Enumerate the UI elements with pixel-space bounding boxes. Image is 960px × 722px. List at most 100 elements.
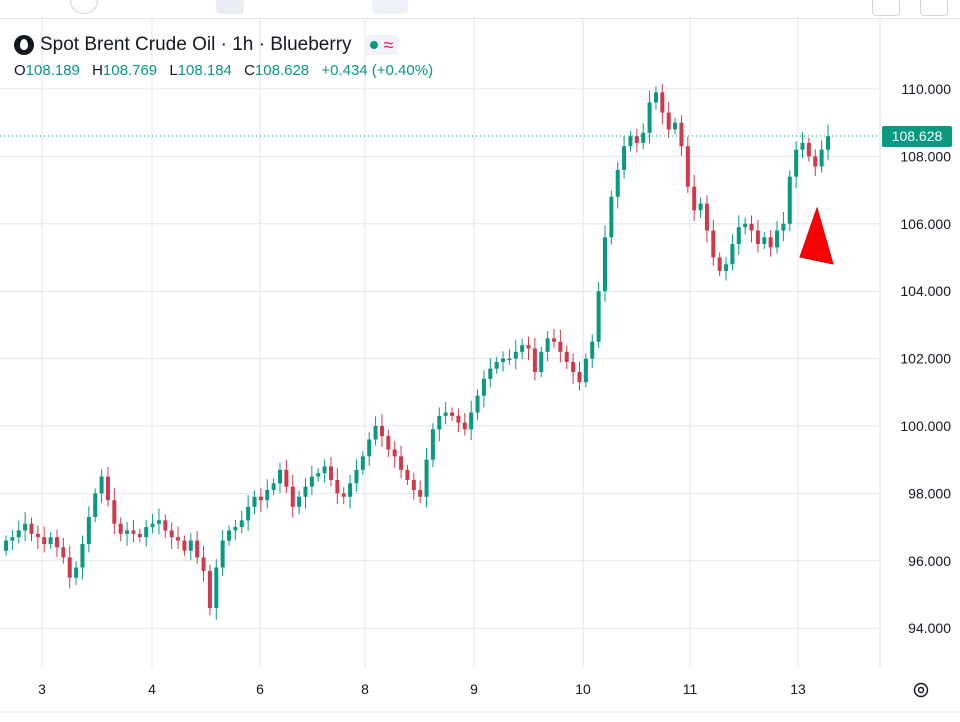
price-tick-label: 94.000 [908,620,951,636]
candle-body [188,540,193,551]
candle-body [239,520,244,528]
price-axis: 110.000 108.000 106.000 104.000 102.000 100.0… [900,81,951,636]
candle-body [373,426,378,440]
candle-body [424,459,429,497]
candle-body [641,132,646,143]
candle-body [450,412,455,416]
low-label: L [169,62,178,79]
candle-body [430,429,435,460]
candle-body [653,92,658,103]
candle-body [552,338,556,342]
time-tick-label: 6 [256,681,264,697]
market-status-dot [369,41,378,49]
candle-body [156,520,161,524]
candle-body [201,557,206,571]
close-value: 108.628 [254,62,310,79]
candle-body [679,122,684,147]
high-label: H [92,62,103,79]
candle-body [628,136,633,147]
candle-body [800,142,805,150]
candle-body [711,230,716,258]
candle-body [246,506,251,521]
top-toolbar [0,0,960,19]
candle-body [348,483,353,497]
candle-body [666,112,671,130]
toolbar-button-2[interactable] [216,0,244,14]
candle-body [360,456,365,470]
change-value: +0.434 (+0.40%) [321,62,434,79]
red-triangle-marker [799,206,834,265]
candle-body [583,358,588,383]
candle-body [456,415,461,423]
candle-body [144,527,149,538]
candle-body [16,530,21,538]
price-tick-label: 108.000 [900,148,951,164]
open-value: 108.189 [25,62,80,79]
candle-body [794,149,799,177]
candle-body [532,348,537,373]
ohlc-values: O108.189 H108.769 L108.184 C108.628 +0.4… [14,62,441,79]
candle-body [469,412,474,430]
candle-body [163,520,168,531]
candle-body [724,264,729,271]
candle-body [437,415,442,430]
price-tick-label: 98.000 [908,485,951,501]
candle-body [354,469,359,484]
candle-body [622,146,627,170]
candle-body [105,476,110,501]
candle-body [265,490,270,501]
candle-body [539,351,544,373]
candle-body [462,422,467,430]
candle-body [48,537,53,544]
symbol-title[interactable]: Spot Brent Crude Oil · 1h · Blueberry [40,34,352,55]
candle-body [609,196,614,238]
oil-drop-icon [14,35,34,55]
time-tick-label: 13 [790,681,806,697]
candle-body [252,496,257,507]
candle-body [806,142,811,157]
settings-gear-icon[interactable] [911,680,931,700]
toolbar-button-7[interactable] [872,0,900,16]
candle-body [271,483,276,491]
candle-body [278,469,282,484]
candle-body [405,469,410,480]
candle-body [826,136,830,150]
candle-body [67,557,72,578]
toolbar-button-4[interactable] [372,0,408,14]
candle-body [233,527,238,531]
market-status-pill[interactable]: ≈ [363,35,400,55]
candle-body [284,469,289,487]
open-label: O [14,62,26,79]
candle-body [341,493,346,497]
candle-body [481,378,486,396]
candle-body [131,530,136,534]
time-tick-label: 8 [361,681,369,697]
candle-body [443,412,448,416]
candle-body [322,466,327,474]
candle-body [4,540,8,551]
candle-body [819,149,824,167]
candle-body [501,358,506,362]
low-value: 108.184 [177,62,232,79]
candle-body [169,530,174,538]
price-tick-label: 106.000 [900,216,951,232]
candle-body [227,530,232,541]
candle-body [577,372,582,383]
candle-body [647,102,652,133]
candle-body [730,244,735,265]
candle-body [23,523,28,531]
candle-body [386,436,391,450]
price-tick-label: 102.000 [900,351,951,367]
candle-body [316,473,321,477]
candle-body [125,530,130,534]
candle-body [762,237,767,245]
candle-body [507,358,512,361]
candle-body [290,486,295,507]
time-tick-label: 10 [575,681,591,697]
candle-body [29,523,34,534]
toolbar-button-8[interactable] [920,0,948,16]
candle-body [411,479,416,491]
time-tick-label: 3 [38,681,46,697]
candle-body [743,223,748,228]
